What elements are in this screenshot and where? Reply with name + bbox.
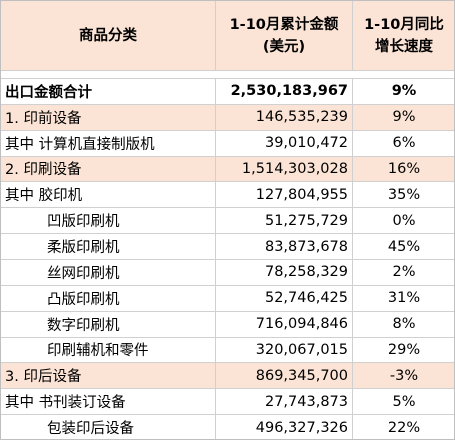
category: 印刷辅机和零件	[47, 343, 149, 360]
growth: 5%	[392, 393, 416, 410]
header-text: 商品分类	[79, 27, 137, 44]
category-cell: 凹版印刷机	[1, 208, 216, 235]
category: 数字印刷机	[47, 317, 120, 334]
amount: 127,804,955	[255, 186, 348, 203]
amount: 27,743,873	[264, 393, 348, 410]
growth-cell: 16%	[353, 156, 454, 183]
category-cell: 其中 书刊装订设备	[1, 389, 216, 416]
growth-cell: 31%	[353, 286, 454, 312]
growth-cell: 9%	[353, 79, 454, 105]
amount: 51,275,729	[264, 212, 348, 229]
growth: 2%	[392, 264, 416, 281]
growth-cell: 9%	[353, 104, 454, 131]
category-cell: 包装印后设备	[1, 415, 216, 439]
growth-cell: 5%	[353, 389, 454, 416]
category-cell: 1. 印前设备	[1, 104, 216, 131]
amount-cell: 496,327,326	[216, 415, 353, 439]
category: 2. 印刷设备	[5, 162, 82, 179]
growth-cell: 22%	[353, 415, 454, 439]
category: 凸版印刷机	[47, 291, 120, 308]
amount-cell: 146,535,239	[216, 104, 353, 131]
category-cell: 印刷辅机和零件	[1, 337, 216, 364]
category: 凹版印刷机	[47, 214, 120, 231]
category-cell: 丝网印刷机	[1, 260, 216, 286]
growth: 35%	[387, 186, 421, 203]
category: 丝网印刷机	[47, 265, 120, 282]
category: 柔版印刷机	[47, 240, 120, 257]
amount-cell: 1,514,303,028	[216, 156, 353, 183]
amount: 52,746,425	[264, 290, 348, 307]
growth: 9%	[391, 83, 417, 100]
category-cell: 出口金额合计	[1, 79, 216, 105]
amount: 83,873,678	[264, 238, 348, 255]
growth: 0%	[392, 212, 416, 229]
amount-cell: 27,743,873	[216, 389, 353, 416]
growth-cell: 6%	[353, 131, 454, 157]
category-cell: 数字印刷机	[1, 311, 216, 338]
amount-cell: 51,275,729	[216, 208, 353, 235]
amount: 320,067,015	[255, 341, 348, 358]
category-cell: 3. 印后设备	[1, 363, 216, 390]
growth-cell: -3%	[353, 363, 454, 390]
amount: 496,327,326	[255, 419, 348, 436]
amount: 2,530,183,967	[230, 83, 348, 100]
category: 包装印后设备	[47, 421, 134, 438]
amount: 716,094,846	[255, 316, 348, 333]
category-cell: 凸版印刷机	[1, 285, 216, 312]
amount-cell: 2,530,183,967	[216, 79, 353, 105]
amount-cell: 39,010,472	[216, 130, 353, 157]
growth: 16%	[387, 160, 421, 177]
amount-cell: 869,345,700	[216, 363, 353, 390]
growth-cell: 2%	[353, 260, 454, 286]
header-cell: 1-10月累计金额 (美元)	[216, 1, 353, 71]
amount-cell: 78,258,329	[216, 260, 353, 286]
category: 其中 书刊装订设备	[5, 395, 126, 412]
category: 3. 印后设备	[5, 369, 82, 386]
growth: 8%	[392, 316, 416, 333]
growth-cell: 8%	[353, 312, 454, 338]
growth: 31%	[387, 290, 421, 307]
growth-cell: 0%	[353, 208, 454, 235]
growth: 29%	[387, 341, 421, 358]
header-cell: 商品分类	[1, 1, 216, 71]
growth-cell: 29%	[353, 338, 454, 364]
amount: 78,258,329	[264, 264, 348, 281]
header-text: 1-10月累计金额	[229, 16, 339, 33]
header-text: (美元)	[262, 38, 306, 55]
amount: 146,535,239	[255, 109, 348, 126]
category: 其中 胶印机	[5, 188, 83, 205]
growth: 22%	[387, 419, 421, 436]
category-cell: 2. 印刷设备	[1, 156, 216, 183]
amount-cell: 716,094,846	[216, 311, 353, 338]
category-cell: 其中 胶印机	[1, 182, 216, 209]
growth: 6%	[392, 135, 416, 152]
category-cell: 柔版印刷机	[1, 234, 216, 260]
amount-cell: 83,873,678	[216, 234, 353, 260]
category: 出口金额合计	[5, 84, 92, 101]
category: 其中 计算机直接制版机	[5, 136, 155, 153]
amount: 1,514,303,028	[241, 160, 348, 177]
amount: 869,345,700	[255, 367, 348, 384]
header-cell: 1-10月同比 增长速度	[353, 1, 454, 71]
amount-cell: 320,067,015	[216, 337, 353, 364]
growth: -3%	[389, 367, 419, 384]
header-text: 增长速度	[375, 38, 433, 55]
growth: 9%	[392, 109, 416, 126]
growth-cell: 35%	[353, 182, 454, 209]
amount: 39,010,472	[264, 135, 348, 152]
spacer-row	[1, 71, 454, 79]
header-text: 1-10月同比	[364, 16, 444, 33]
category: 1. 印前设备	[5, 110, 82, 127]
growth-cell: 45%	[353, 234, 454, 260]
category-cell: 其中 计算机直接制版机	[1, 130, 216, 157]
amount-cell: 127,804,955	[216, 182, 353, 209]
growth: 45%	[387, 238, 421, 255]
amount-cell: 52,746,425	[216, 285, 353, 312]
